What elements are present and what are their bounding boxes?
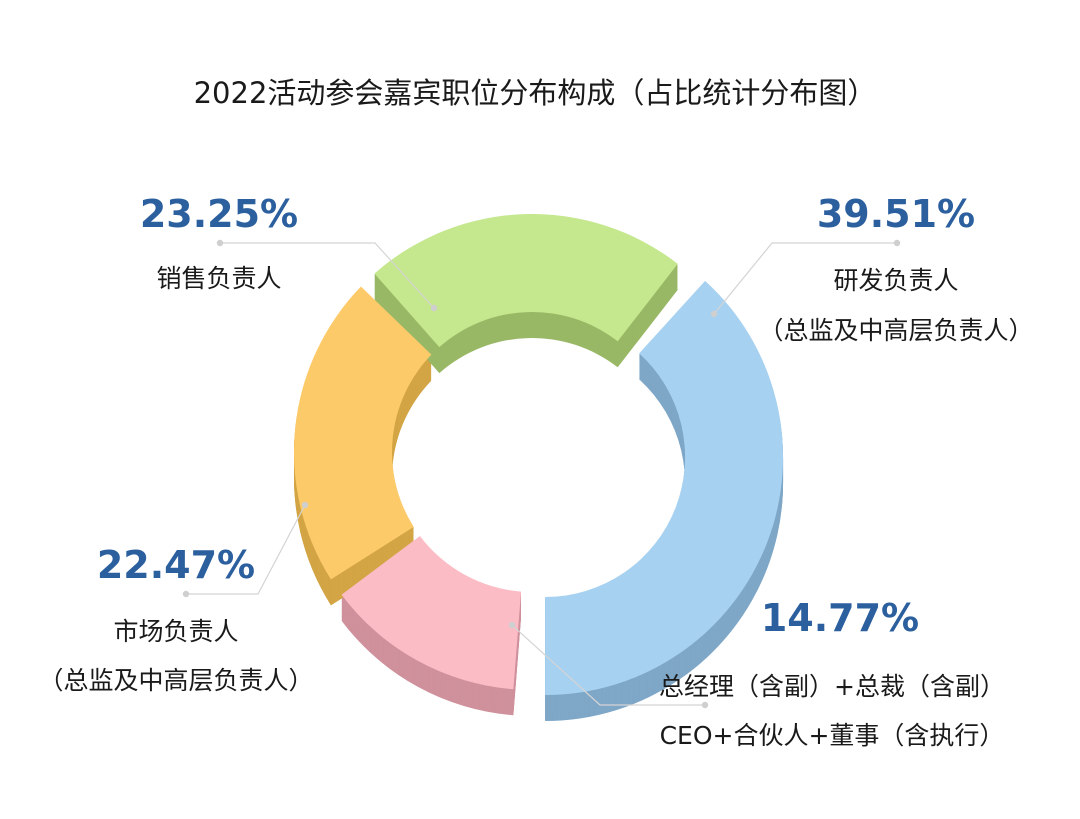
leader-dot-rd-end — [710, 310, 718, 318]
slice-category-sublabel-executive: CEO+合伙人+董事（含执行） — [660, 721, 1005, 750]
leader-line-marketing — [186, 504, 306, 595]
slice-value-label-executive: 14.77% — [761, 596, 919, 640]
donut-slice-executive — [341, 535, 522, 690]
leader-line-sales — [220, 242, 435, 309]
slice-category-label-marketing: 市场负责人 — [113, 617, 238, 646]
leader-line-executive — [511, 624, 705, 706]
leader-dot-marketing-end — [301, 501, 309, 509]
donut-slice-marketing — [293, 286, 432, 580]
slice-category-label-rd: 研发负责人 — [833, 266, 958, 295]
slice-category-label-executive: 总经理（含副）+总裁（含副） — [659, 672, 1005, 701]
slice-category-sublabel-marketing: （总监及中高层负责人） — [38, 666, 313, 695]
slice-category-label-sales: 销售负责人 — [156, 264, 281, 293]
donut-slice-tops — [293, 213, 784, 696]
chart-title: 2022活动参会嘉宾职位分布构成（占比统计分布图） — [194, 76, 877, 110]
leader-dot-marketing-start — [182, 590, 190, 598]
slice-value-label-rd: 39.51% — [817, 192, 975, 236]
leader-dot-sales-start — [216, 239, 224, 247]
leader-dot-sales-end — [430, 304, 438, 312]
leader-dot-executive-start — [701, 701, 709, 709]
slice-value-label-marketing: 22.47% — [97, 543, 255, 587]
leader-lines — [182, 239, 901, 709]
donut-slice-rd — [545, 280, 784, 696]
slice-value-label-sales: 23.25% — [140, 192, 298, 236]
leader-dot-executive-end — [508, 621, 516, 629]
leader-dot-rd-start — [893, 239, 901, 247]
donut-slice-sales — [374, 213, 678, 348]
leader-line-rd — [713, 242, 897, 315]
slice-category-sublabel-rd: （总监及中高层负责人） — [758, 316, 1033, 345]
